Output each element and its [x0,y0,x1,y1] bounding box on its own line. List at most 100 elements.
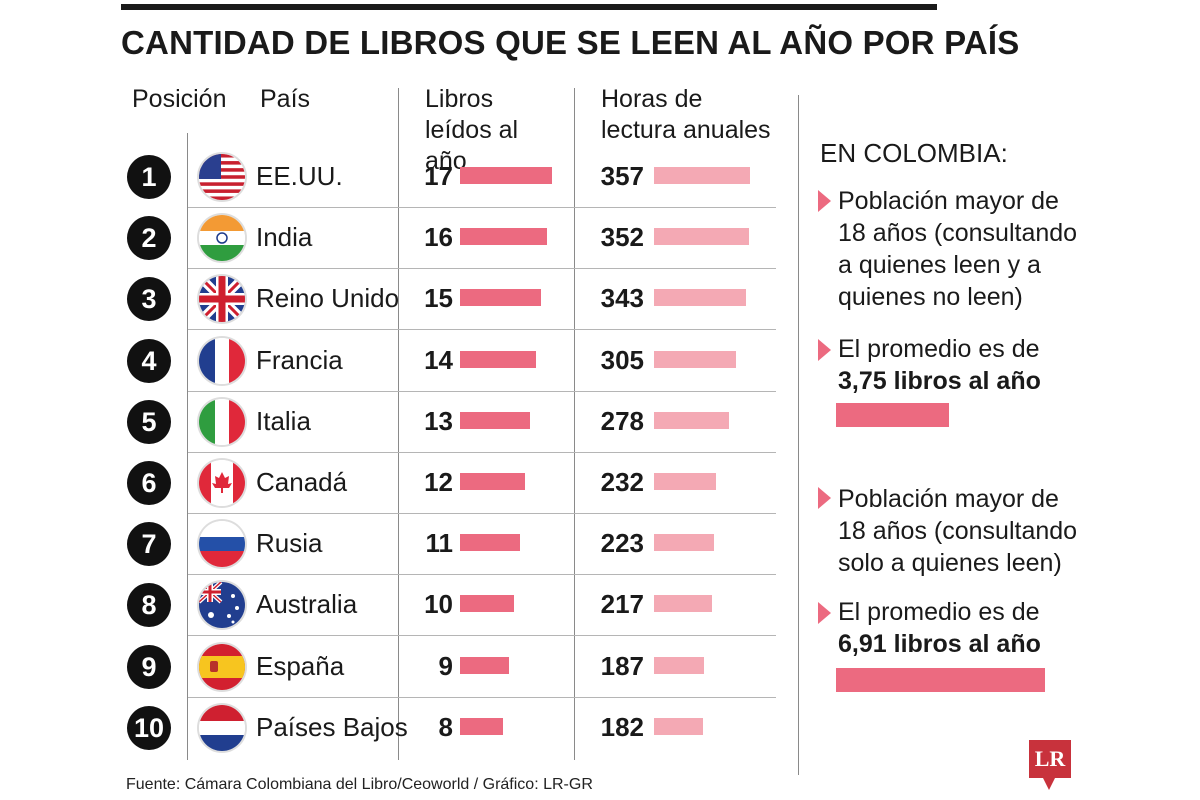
books-value: 13 [424,405,453,436]
column-divider-hours [574,88,575,760]
row-divider [188,574,776,576]
header-country: País [260,85,311,113]
sidebar-divider [798,95,799,775]
books-bar [460,228,547,246]
books-value: 10 [424,589,453,620]
spain-flag-icon [199,643,245,690]
header-books: Libros leídos al año [425,85,519,175]
row-divider [188,635,776,637]
australia-flag-icon [199,582,245,629]
position-badge: 8 [127,583,171,628]
lr-logo-tail [1043,778,1055,790]
books-value: 9 [438,650,453,681]
books-bar [460,534,520,552]
hours-bar [654,167,750,184]
hours-bar [654,717,703,735]
books-value: 8 [438,711,453,742]
position-badge: 7 [127,522,171,567]
sidebar-heading: EN COLOMBIA: [820,138,1008,168]
netherlands-flag-icon [199,704,245,751]
row-divider [188,268,776,270]
books-value: 12 [424,467,453,497]
hours-bar [654,534,714,552]
hours-value: 305 [600,344,644,375]
pointer-icon [818,602,831,624]
hours-value: 343 [600,283,644,314]
country-name: Rusia [256,528,323,559]
hours-bar [654,289,747,307]
russia-flag-icon [199,521,245,568]
books-value: 14 [424,344,453,375]
column-divider-books [398,88,399,760]
row-divider [188,513,776,514]
india-flag-icon [199,215,245,262]
sidebar-average-bar-1 [836,403,950,427]
country-name: Canadá [256,467,348,497]
hours-bar [654,228,749,246]
country-name: Reino Unido [256,283,400,314]
header-position: Posición [132,85,227,113]
position-badge: 1 [127,155,171,199]
position-badge: 3 [127,277,171,322]
books-bar [460,595,515,613]
sidebar-population-2: Población mayor de 18 años (consultando … [838,485,1078,577]
usa-flag-icon [199,154,245,200]
country-name: India [256,222,313,253]
position-badge: 5 [127,399,171,444]
pointer-icon [818,190,831,212]
books-value: 15 [424,283,453,314]
hours-value: 217 [600,589,644,620]
header-hours: Horas de lectura anuales [601,85,771,144]
books-bar [460,473,525,490]
books-bar [460,717,504,735]
position-badge: 9 [127,644,171,689]
books-value: 16 [424,222,453,253]
position-badge: 6 [127,461,171,505]
row-divider [188,390,776,392]
sidebar-population-1: Población mayor de 18 años (consultando … [838,187,1078,311]
country-name: Francia [256,344,343,375]
lr-logo: LR [1029,740,1071,778]
books-bar [460,350,536,368]
row-divider [188,329,776,331]
hours-value: 357 [600,161,644,191]
france-flag-icon [199,337,245,384]
sidebar-average-2: El promedio es de 6,91 libros al año [838,598,1041,658]
books-bar [460,167,552,184]
page-title: CANTIDAD DE LIBROS QUE SE LEEN AL AÑO PO… [121,24,1020,61]
hours-value: 187 [600,650,644,681]
hours-value: 278 [600,405,644,436]
hours-value: 352 [600,222,644,253]
country-name: EE.UU. [256,161,343,191]
hours-bar [654,595,713,613]
books-value: 11 [425,528,454,559]
position-badge: 2 [127,216,171,261]
country-name: Italia [256,405,311,436]
pointer-icon [818,339,831,361]
position-badge: 10 [127,705,171,750]
hours-value: 232 [600,467,644,497]
row-divider [188,696,776,698]
hours-bar [654,473,717,490]
country-name: Australia [256,589,358,620]
country-name: España [256,650,345,681]
row-divider [188,451,776,453]
position-badge: 4 [127,338,171,383]
row-divider [188,207,776,208]
source-note: Fuente: Cámara Colombiana del Libro/Ceow… [126,776,593,793]
books-bar [460,411,531,429]
country-name: Países Bajos [256,711,408,742]
italy-flag-icon [199,398,245,445]
sidebar-average-bar-2 [836,668,1045,692]
canada-flag-icon [199,460,245,506]
books-bar [460,289,542,307]
hours-bar [654,411,729,429]
hours-value: 182 [600,711,644,742]
hours-bar [654,350,737,368]
column-divider-flag [187,133,188,760]
uk-flag-icon [199,276,245,323]
books-value: 17 [424,161,453,191]
books-bar [460,656,509,674]
top-rule [121,4,937,10]
hours-value: 223 [600,528,644,559]
